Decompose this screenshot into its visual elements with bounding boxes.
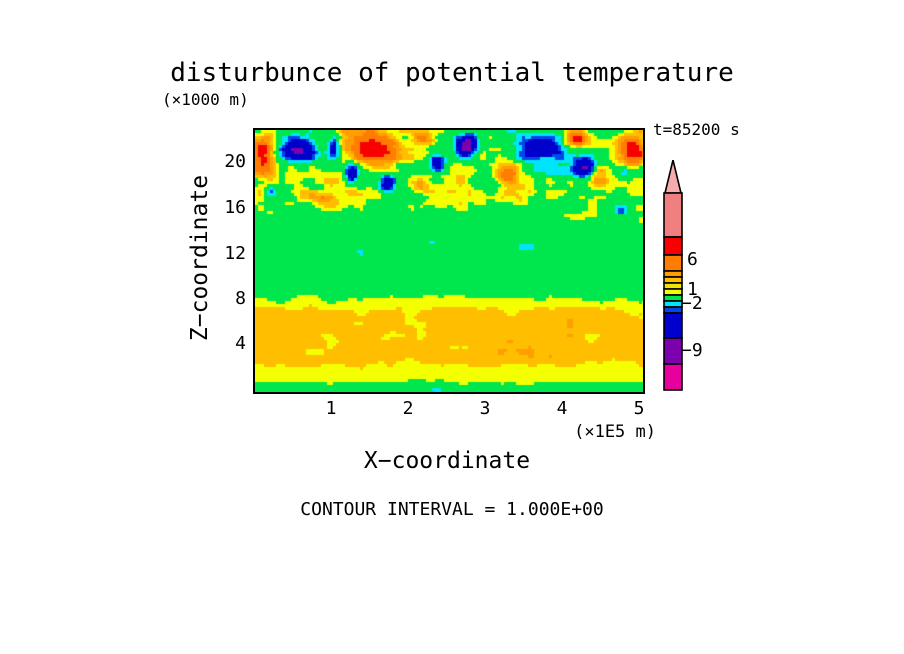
y-tick-20: 20 bbox=[224, 151, 246, 172]
figure-title: disturbunce of potential temperature bbox=[170, 58, 734, 88]
x-tick-5: 5 bbox=[633, 398, 645, 419]
y-tick-4: 4 bbox=[235, 333, 246, 354]
x-axis-unit-label: (×1E5 m) bbox=[574, 422, 656, 442]
colorbar-segment bbox=[663, 254, 683, 272]
colorbar-segment bbox=[663, 312, 683, 339]
y-tick-16: 16 bbox=[224, 197, 246, 218]
y-axis-unit-label: (×1000 m) bbox=[162, 90, 249, 109]
colorbar-label-1: 1 bbox=[687, 279, 698, 300]
plot-area bbox=[253, 128, 645, 394]
x-tick-4: 4 bbox=[556, 398, 568, 419]
colorbar-segments bbox=[663, 192, 683, 391]
y-tick-12: 12 bbox=[224, 243, 246, 264]
colorbar-segment bbox=[663, 363, 683, 391]
colorbar-segment bbox=[663, 236, 683, 256]
colorbar bbox=[663, 160, 683, 391]
x-tick-3: 3 bbox=[479, 398, 491, 419]
contour-canvas bbox=[255, 130, 643, 392]
colorbar-label-neg9: −9 bbox=[681, 340, 703, 361]
x-axis-title: X−coordinate bbox=[363, 448, 531, 474]
colorbar-segment bbox=[663, 294, 683, 302]
colorbar-label-6: 6 bbox=[687, 249, 698, 270]
colorbar-label-neg2: −2 bbox=[681, 293, 703, 314]
colorbar-segment bbox=[663, 276, 683, 284]
colorbar-segment bbox=[663, 192, 683, 238]
colorbar-segment bbox=[663, 337, 683, 365]
contour-interval-label: CONTOUR INTERVAL = 1.000E+00 bbox=[300, 499, 604, 520]
colorbar-arrow-icon bbox=[663, 160, 683, 194]
x-tick-1: 1 bbox=[325, 398, 337, 419]
x-tick-2: 2 bbox=[402, 398, 414, 419]
timestamp-label: t=85200 s bbox=[653, 120, 740, 139]
colorbar-segment bbox=[663, 282, 683, 290]
colorbar-segment bbox=[663, 270, 683, 278]
colorbar-segment bbox=[663, 306, 683, 314]
y-tick-8: 8 bbox=[235, 288, 246, 309]
colorbar-segment bbox=[663, 288, 683, 296]
colorbar-segment bbox=[663, 300, 683, 308]
